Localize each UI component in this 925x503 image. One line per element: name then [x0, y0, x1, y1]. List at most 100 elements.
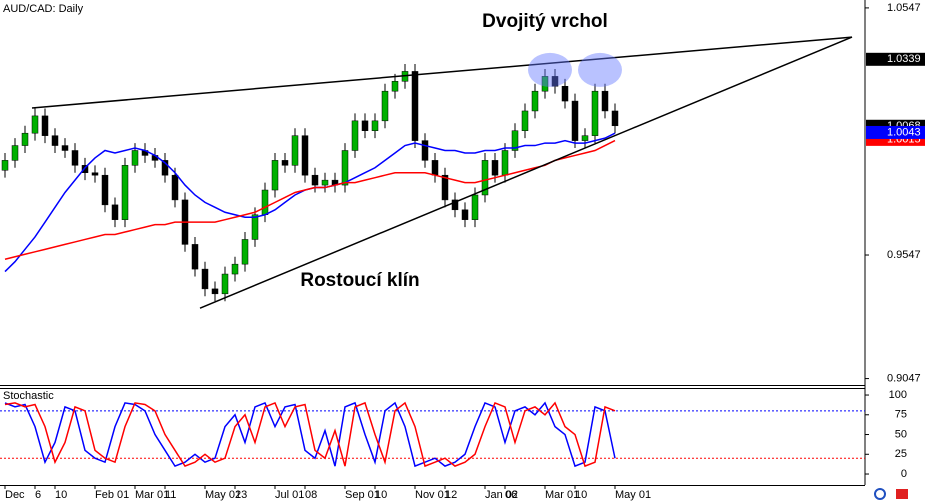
candle-body: [571, 100, 579, 141]
trend-line: [31, 36, 853, 109]
candle-body: [581, 135, 589, 141]
price-label: 1.0043: [887, 126, 921, 138]
candle-body: [121, 165, 129, 220]
candle-body: [411, 71, 419, 141]
x-tick-label: 11: [165, 489, 176, 501]
candle-body: [241, 239, 249, 265]
candle-body: [261, 189, 269, 215]
x-tick-label: 10: [55, 489, 67, 501]
candle-body: [161, 160, 169, 176]
icon[interactable]: [896, 489, 908, 499]
candle-body: [201, 268, 209, 290]
candle-body: [451, 199, 459, 211]
candle-body: [341, 150, 349, 186]
candle-body: [111, 204, 119, 220]
candle-body: [491, 160, 499, 176]
trend-line: [199, 36, 853, 309]
candle-body: [391, 81, 399, 92]
candle-body: [481, 160, 489, 196]
ma-line: [4, 139, 616, 260]
x-tick-label: 06: [505, 489, 517, 501]
candle-body: [311, 174, 319, 186]
x-tick-label: 6: [35, 489, 41, 501]
candle-body: [601, 90, 609, 112]
x-tick-label: 08: [305, 489, 317, 501]
candle-body: [301, 135, 309, 176]
x-tick-label: Sep 01: [345, 489, 380, 501]
highlight: [578, 52, 622, 87]
candle-body: [221, 273, 229, 295]
candle-body: [21, 132, 29, 146]
candle-body: [41, 115, 49, 136]
x-tick-label: 12: [445, 489, 457, 501]
candle-body: [541, 76, 549, 92]
candle-body: [431, 160, 439, 176]
candle-body: [291, 135, 299, 166]
x-tick-label: 10: [375, 489, 387, 501]
icon[interactable]: [874, 488, 886, 500]
candle-body: [561, 85, 569, 102]
x-tick-label: Jan 02: [485, 489, 518, 501]
y-tick-label: 1.0547: [887, 2, 921, 14]
panel-label-bg: [1, 389, 57, 402]
candle-body: [1, 160, 9, 171]
x-tick-label: 13: [235, 489, 247, 501]
y-tick-label: 50: [895, 428, 907, 440]
y-tick-label: 25: [895, 448, 907, 460]
x-tick-label: Dec: [5, 489, 25, 501]
candle-body: [511, 130, 519, 151]
candle-body: [281, 160, 289, 166]
toolbar-icons[interactable]: [874, 488, 908, 500]
y-tick-label: 0.9047: [887, 372, 921, 384]
y-tick-label: 75: [895, 409, 907, 421]
candle-body: [321, 179, 329, 186]
annotation: Dvojitý vrchol: [482, 11, 608, 32]
candle-body: [61, 145, 69, 151]
x-tick-label: Mar 01: [545, 489, 579, 501]
candle-body: [531, 90, 539, 112]
candle-body: [31, 115, 39, 134]
stochastic-line: [4, 401, 616, 468]
x-tick-label: 10: [575, 489, 587, 501]
candle-body: [611, 110, 619, 127]
y-tick-label: 0: [901, 468, 907, 480]
candle-body: [551, 76, 559, 87]
candle-body: [351, 120, 359, 151]
candle-body: [271, 160, 279, 191]
candle-body: [501, 150, 509, 176]
candle-body: [381, 90, 389, 122]
candle-body: [231, 263, 239, 275]
candle-body: [371, 120, 379, 131]
candle-body: [211, 288, 219, 295]
stochastic-line: [4, 401, 616, 468]
candle-body: [131, 150, 139, 166]
candle-body: [471, 194, 479, 220]
title-bg: [1, 1, 89, 16]
candle-body: [521, 110, 529, 131]
chart-title: AUD/CAD: Daily: [3, 3, 84, 15]
price-label-bg: [866, 52, 925, 66]
candle-body: [11, 145, 19, 161]
candle-body: [591, 90, 599, 136]
price-label: 1.0339: [887, 53, 921, 65]
candle-body: [461, 209, 469, 220]
x-tick-label: Jul 01: [275, 489, 304, 501]
x-tick-label: May 01: [615, 489, 651, 501]
x-tick-label: Mar 01: [135, 489, 169, 501]
candle-body: [91, 172, 99, 176]
y-tick-label: 100: [889, 389, 907, 401]
x-tick-label: May 02: [205, 489, 241, 501]
candle-body: [171, 174, 179, 201]
candle-body: [191, 244, 199, 270]
candle-body: [421, 140, 429, 161]
candle-body: [71, 150, 79, 166]
x-tick-label: Feb 01: [95, 489, 129, 501]
candle-body: [361, 120, 369, 131]
candle-body: [51, 135, 59, 146]
price-label-bg: [866, 125, 925, 139]
candle-body: [101, 174, 109, 206]
annotation: Rostoucí klín: [300, 270, 419, 291]
panel-label: Stochastic: [3, 390, 54, 402]
